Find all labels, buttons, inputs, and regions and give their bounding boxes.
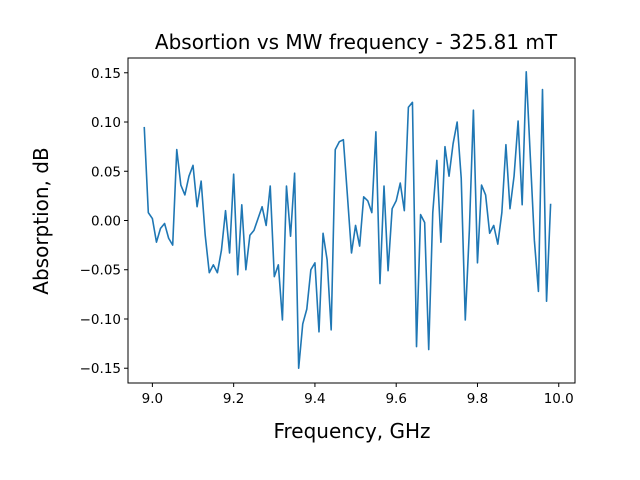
x-tick-label: 9.4 <box>304 391 325 407</box>
plot-area <box>143 70 552 370</box>
x-tick-label: 9.8 <box>467 391 488 407</box>
y-tick-label: −0.10 <box>80 312 121 328</box>
x-tick-label: 9.0 <box>142 391 163 407</box>
series-line-0 <box>143 70 552 370</box>
y-tick-label: −0.05 <box>80 263 121 279</box>
y-tick-label: 0.15 <box>91 66 121 82</box>
x-axis-label: Frequency, GHz <box>273 419 430 443</box>
y-tick-label: 0.05 <box>91 164 121 180</box>
y-axis-ticks: −0.15 −0.10 −0.05 0.00 0.05 0.10 0.15 <box>80 66 128 377</box>
x-tick-label: 9.2 <box>223 391 244 407</box>
y-tick-label: 0.00 <box>91 214 121 230</box>
chart-title: Absortion vs MW frequency - 325.81 mT <box>155 30 558 54</box>
x-tick-label: 9.6 <box>385 391 406 407</box>
x-axis-ticks: 9.0 9.2 9.4 9.6 9.8 10.0 <box>142 383 574 407</box>
y-tick-label: −0.15 <box>80 361 121 377</box>
plot-frame <box>127 57 576 384</box>
y-tick-label: 0.10 <box>91 115 121 131</box>
y-axis-label: Absorption, dB <box>29 147 53 294</box>
x-tick-label: 10.0 <box>544 391 574 407</box>
